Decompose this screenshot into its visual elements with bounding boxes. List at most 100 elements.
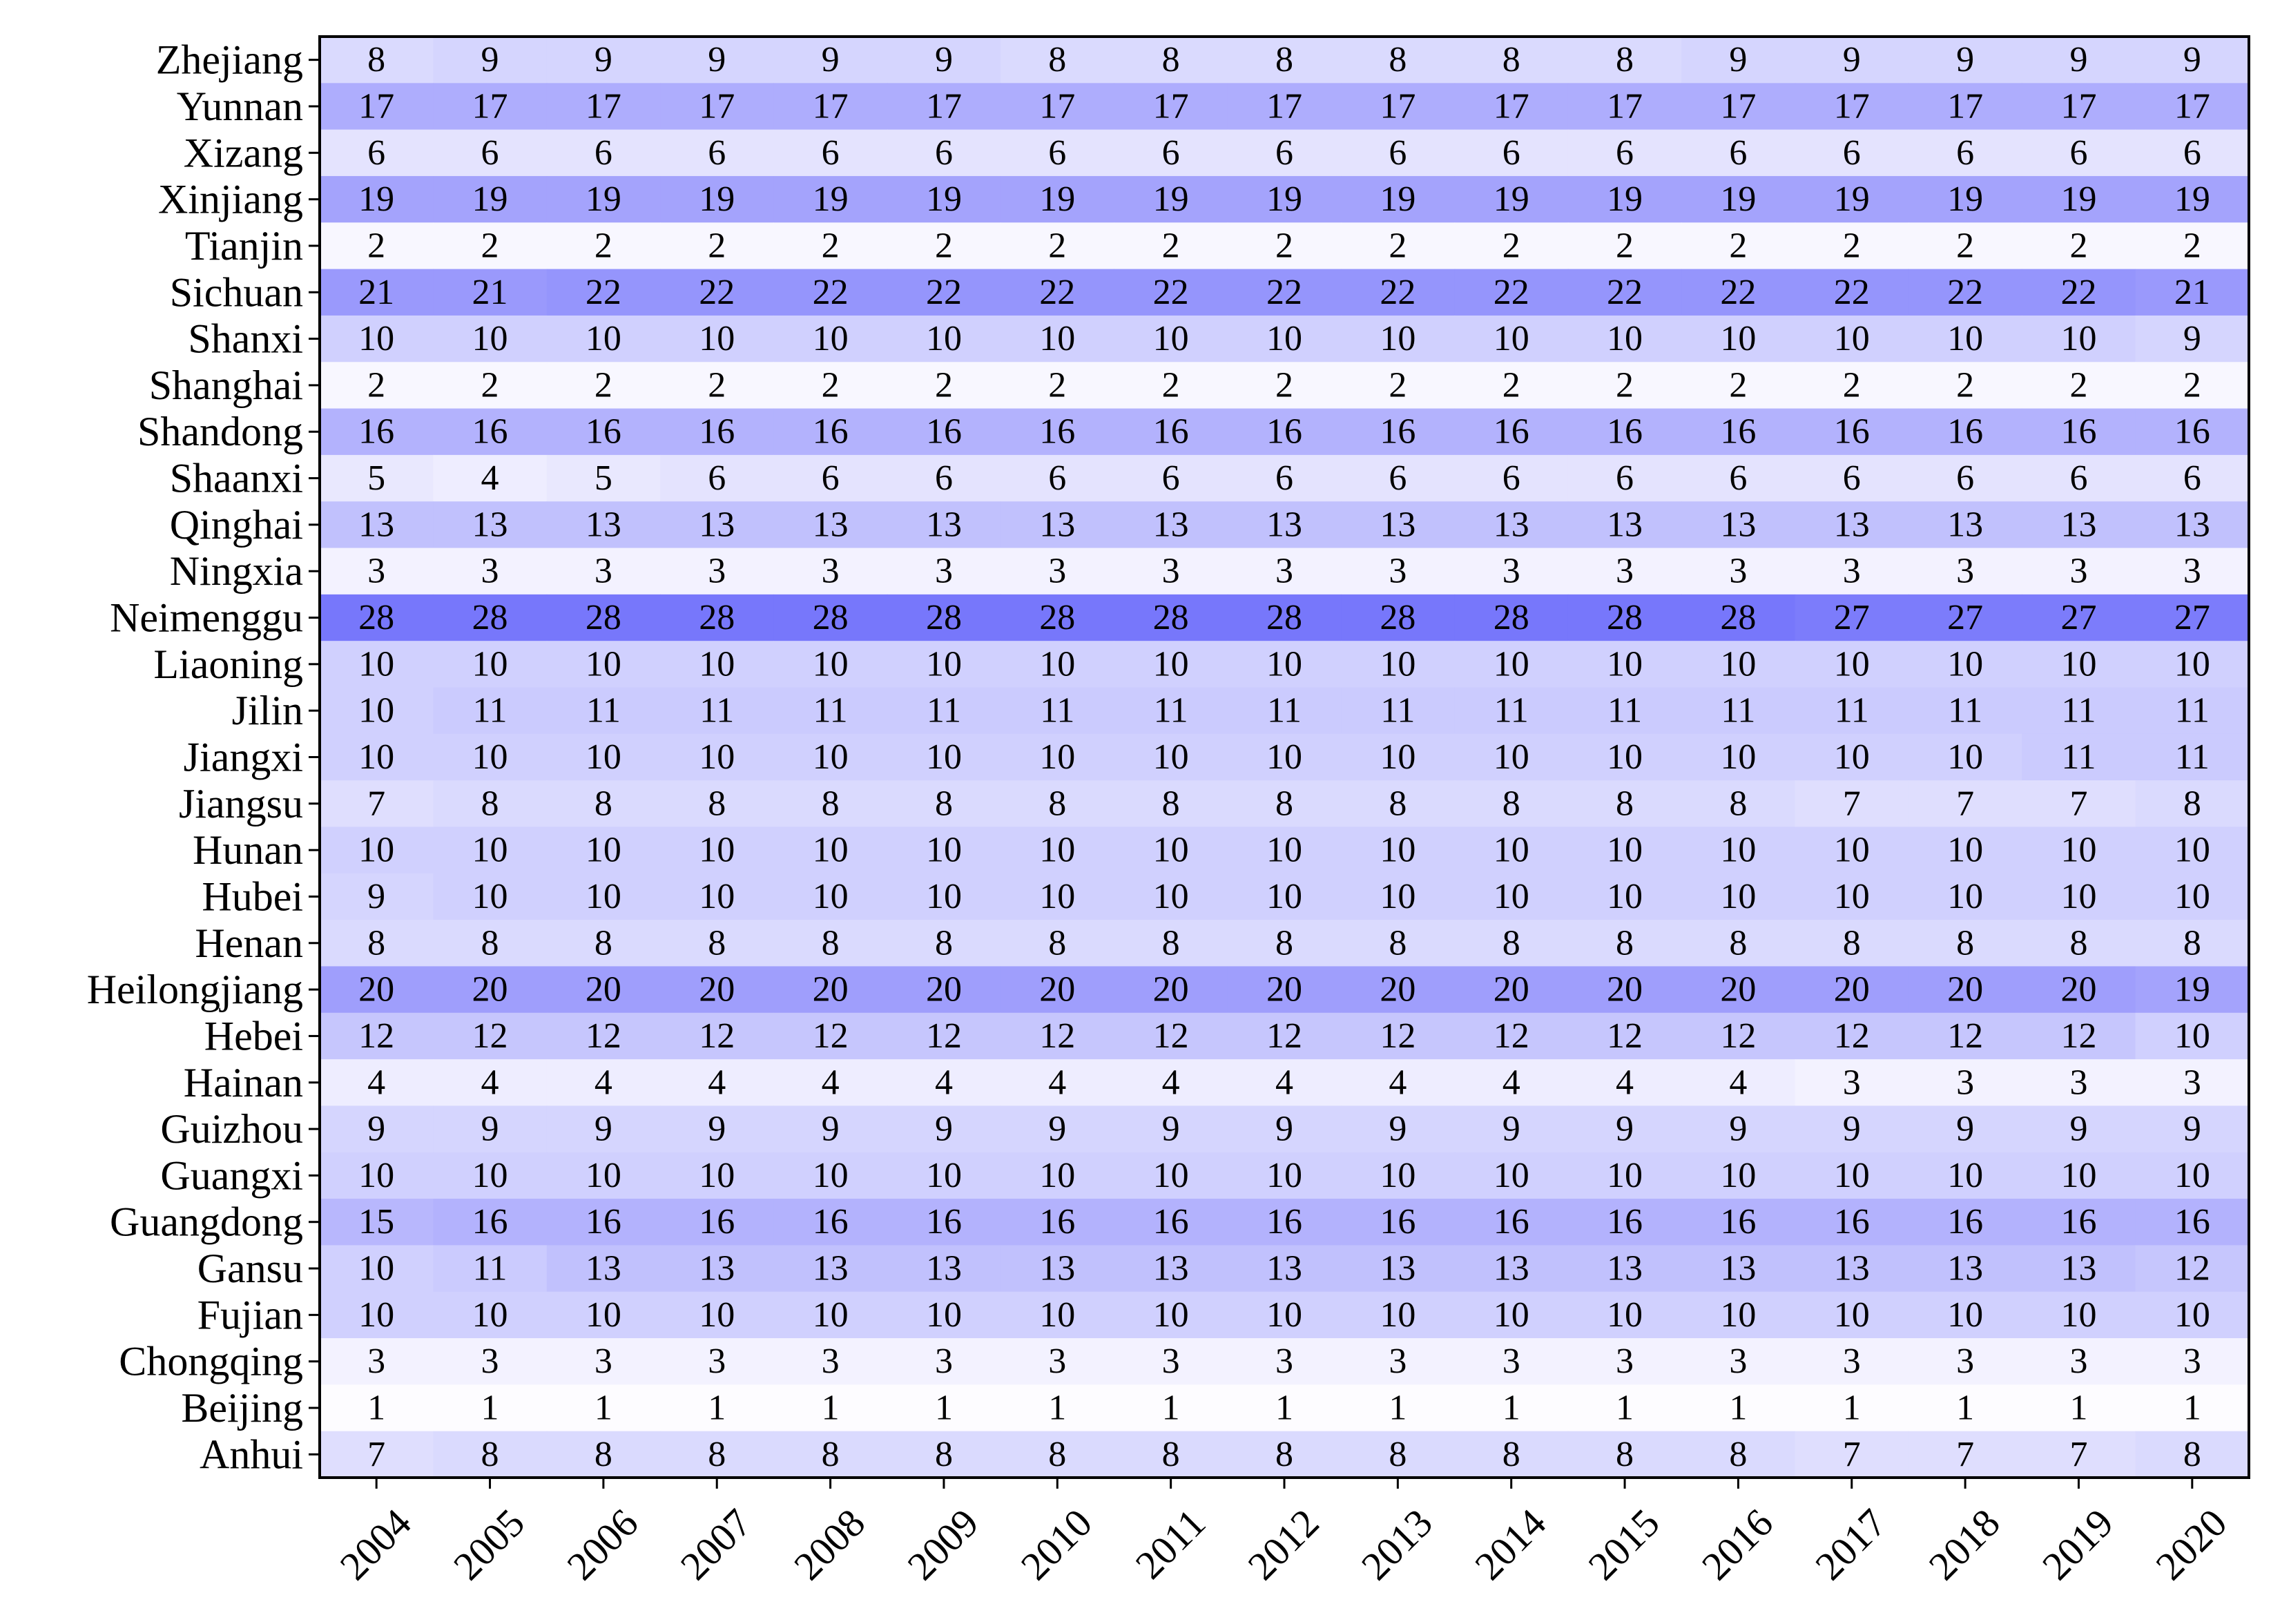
heatmap-cell [660, 315, 775, 362]
heatmap-cell [887, 1199, 1001, 1246]
heatmap-cell [887, 362, 1001, 409]
cell-value-label: 13 [699, 505, 735, 544]
heatmap-cell [1114, 1199, 1228, 1246]
cell-value-label: 17 [1720, 86, 1756, 126]
heatmap-cell [2022, 1012, 2136, 1060]
heatmap-cell [1795, 966, 1909, 1014]
heatmap-cell [887, 873, 1001, 920]
heatmap-cell [1227, 1152, 1342, 1199]
heatmap-cell [1795, 687, 1909, 735]
cell-value-label: 9 [595, 40, 612, 79]
y-tick-label: Hubei [202, 873, 303, 919]
cell-value-label: 28 [1494, 598, 1529, 637]
cell-value-label: 20 [1266, 970, 1302, 1009]
heatmap-cell [1454, 1059, 1569, 1107]
heatmap-cell [1795, 548, 1909, 595]
cell-value-label: 13 [1494, 505, 1529, 544]
cell-value-label: 10 [1153, 877, 1189, 916]
cell-value-label: 6 [1729, 133, 1747, 173]
x-tick-label: 2008 [785, 1500, 873, 1589]
heatmap-cell [2135, 1199, 2250, 1246]
cell-value-label: 6 [2069, 133, 2087, 173]
heatmap-cell [2135, 129, 2250, 177]
y-tick-label: Jilin [232, 688, 303, 733]
x-tick-label: 2014 [1466, 1500, 1554, 1589]
cell-value-label: 9 [2069, 40, 2087, 79]
cell-value-label: 13 [1153, 505, 1189, 544]
cell-value-label: 3 [708, 1342, 726, 1381]
heatmap-cell [546, 129, 661, 177]
y-tick-label: Xizang [184, 130, 303, 175]
heatmap-cell [1341, 1105, 1456, 1153]
cell-value-label: 9 [1956, 1110, 1974, 1149]
cell-value-label: 11 [2175, 691, 2210, 731]
heatmap-cell [1795, 1199, 1909, 1246]
heatmap-cell [773, 1059, 888, 1107]
heatmap-cell [1567, 83, 1682, 130]
heatmap-cell [320, 1245, 434, 1293]
cell-value-label: 22 [586, 273, 621, 312]
heatmap-cell [1454, 1384, 1569, 1432]
heatmap-cell [320, 83, 434, 130]
cell-value-label: 10 [926, 319, 962, 358]
cell-value-label: 3 [822, 1342, 840, 1381]
x-tick-label: 2010 [1012, 1500, 1101, 1589]
cell-value-label: 16 [2174, 412, 2210, 452]
cell-value-label: 8 [1162, 784, 1180, 823]
heatmap-cell [1227, 269, 1342, 316]
cell-value-label: 1 [1389, 1389, 1407, 1428]
heatmap-cell [1341, 408, 1456, 456]
heatmap-cell [320, 175, 434, 223]
x-tick-label: 2018 [1920, 1500, 2009, 1589]
cell-value-label: 3 [1616, 552, 1634, 591]
heatmap-cell [433, 733, 548, 781]
cell-value-label: 1 [935, 1389, 953, 1428]
heatmap-cell [1341, 1291, 1456, 1339]
heatmap-cell [1795, 315, 1909, 362]
heatmap-cell [433, 1059, 548, 1107]
cell-value-label: 3 [1275, 552, 1293, 591]
cell-value-label: 11 [2175, 737, 2210, 777]
heatmap-cell [320, 315, 434, 362]
heatmap-cell [887, 454, 1001, 502]
heatmap-cell [1454, 873, 1569, 920]
cell-value-label: 10 [1266, 877, 1302, 916]
cell-value-label: 19 [1834, 180, 1870, 219]
cell-value-label: 2 [595, 226, 612, 265]
heatmap-cell [1227, 1059, 1342, 1107]
cell-value-label: 10 [2060, 1156, 2096, 1195]
cell-value-label: 28 [699, 598, 735, 637]
heatmap-cell [887, 1431, 1001, 1478]
heatmap-cell [1114, 733, 1228, 781]
heatmap-cell [1681, 594, 1796, 641]
heatmap-cell [1001, 594, 1115, 641]
heatmap-cell [1795, 1384, 1909, 1432]
heatmap-cell [660, 83, 775, 130]
cell-value-label: 6 [367, 133, 385, 173]
cell-value-label: 6 [481, 133, 499, 173]
cell-value-label: 10 [586, 877, 621, 916]
cell-value-label: 10 [699, 1156, 735, 1195]
cell-value-label: 8 [1389, 1435, 1407, 1474]
cell-value-label: 8 [822, 923, 840, 963]
cell-value-label: 2 [1956, 226, 1974, 265]
cell-value-label: 10 [586, 644, 621, 684]
heatmap-cell [433, 37, 548, 84]
heatmap-cell [2022, 1338, 2136, 1385]
cell-value-label: 17 [586, 86, 621, 126]
heatmap-cell [1567, 826, 1682, 874]
heatmap-cell [433, 269, 548, 316]
cell-value-label: 20 [2060, 970, 2096, 1009]
heatmap-cell [887, 269, 1001, 316]
heatmap-cell [2022, 175, 2136, 223]
heatmap-cell [773, 1152, 888, 1199]
cell-value-label: 9 [367, 1110, 385, 1149]
heatmap-cell [546, 269, 661, 316]
heatmap-cell [546, 733, 661, 781]
heatmap-cell [1795, 175, 1909, 223]
heatmap-cell [1908, 408, 2022, 456]
cell-value-label: 7 [1843, 784, 1861, 823]
cell-value-label: 9 [367, 877, 385, 916]
heatmap-cell [1227, 315, 1342, 362]
heatmap-cell [1681, 1152, 1796, 1199]
